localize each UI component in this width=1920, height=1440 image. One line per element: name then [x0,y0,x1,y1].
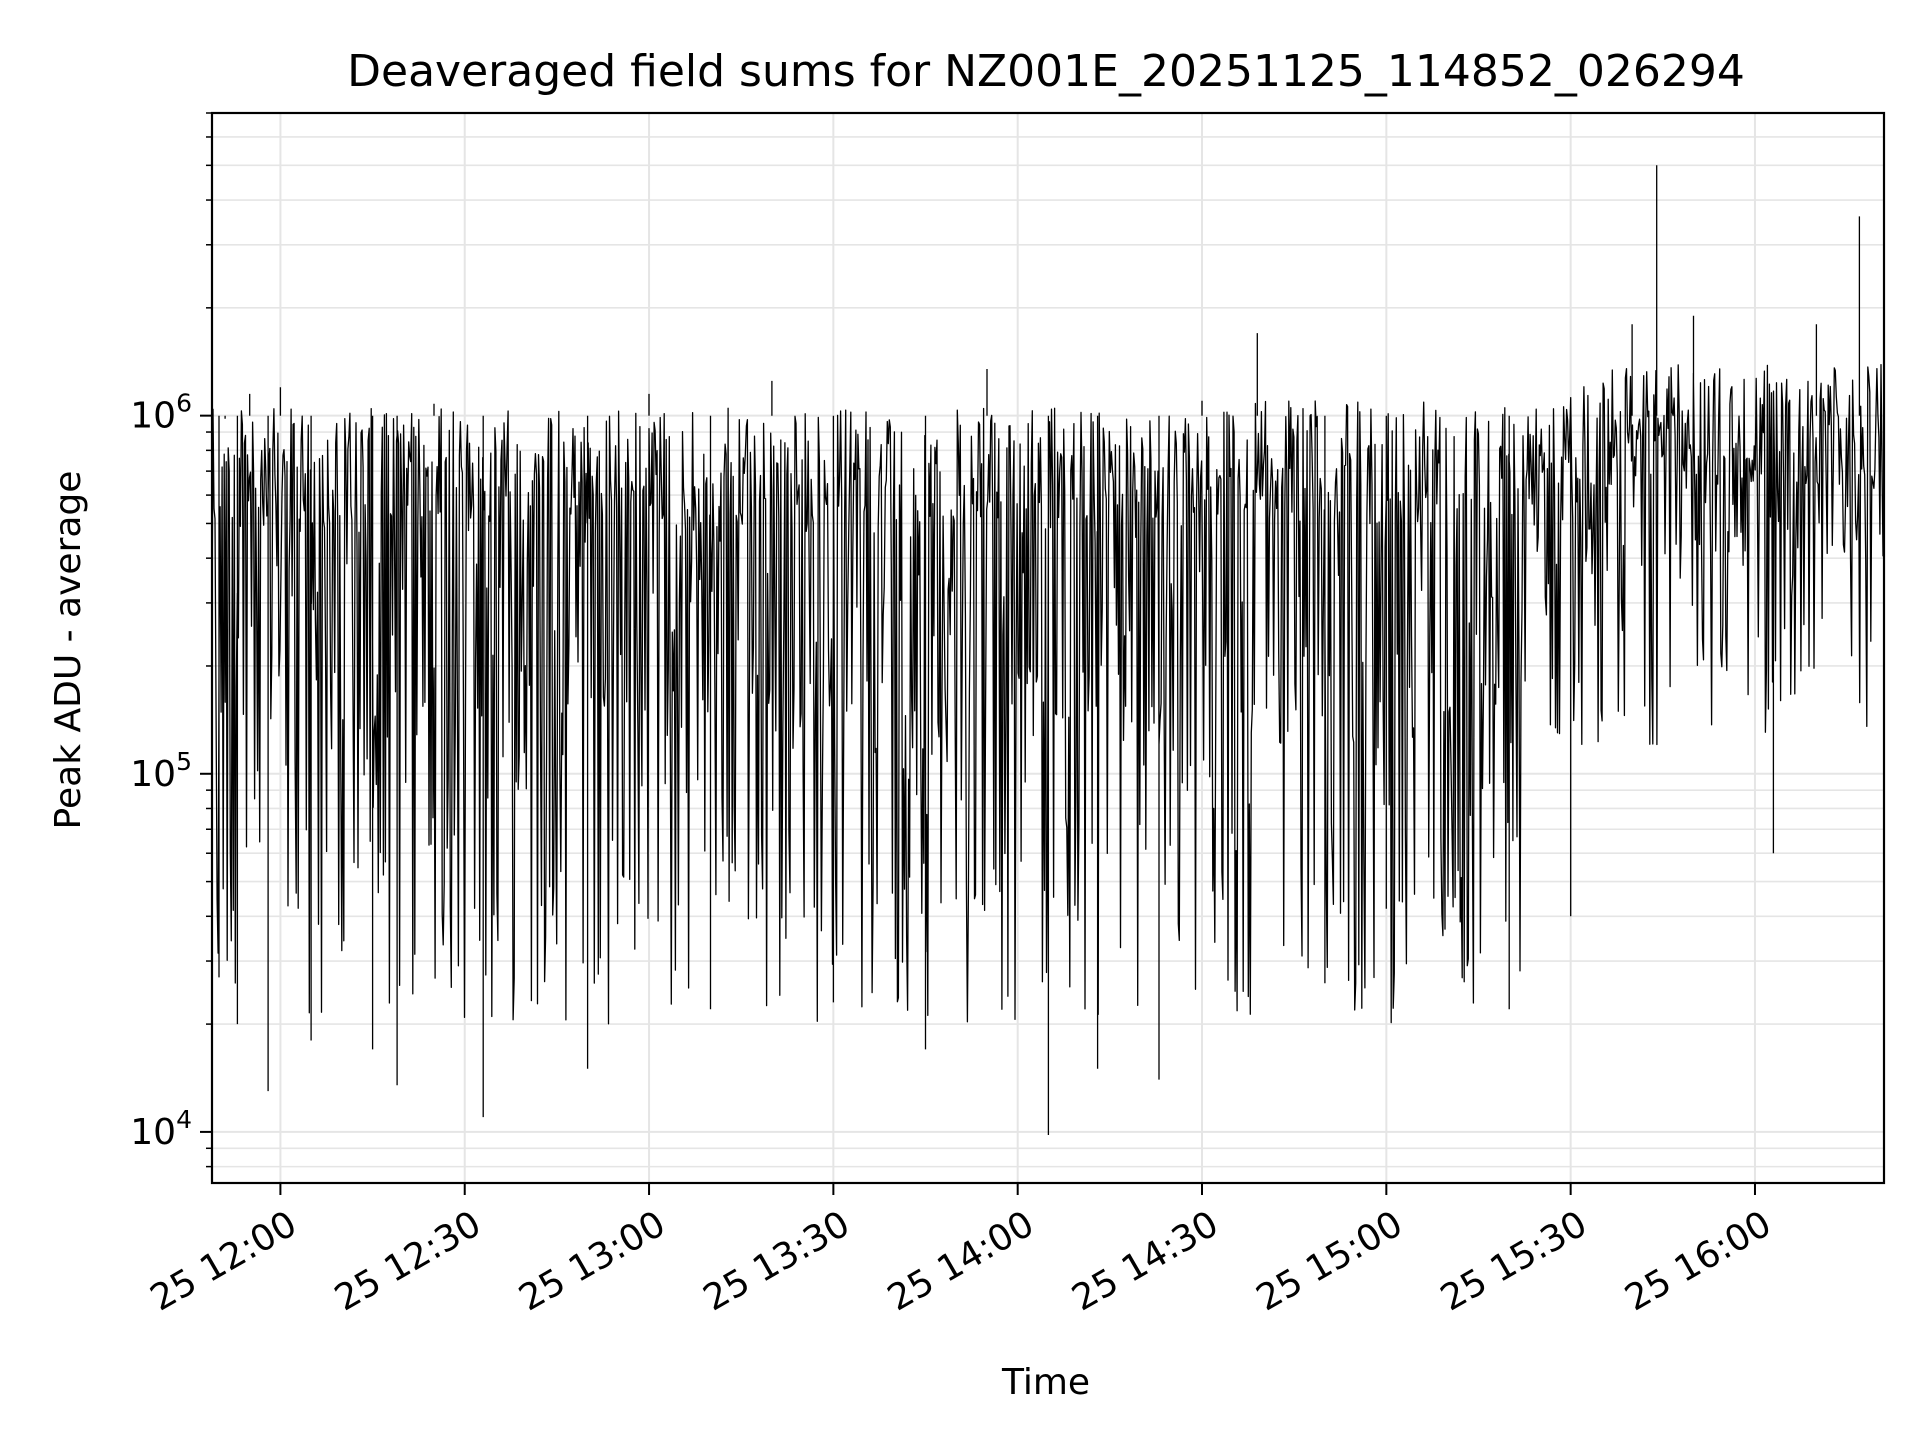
series-line-path [211,165,1885,1135]
x-axis-label: Time [1001,1362,1090,1403]
y-tick-label: 104 [130,1105,192,1153]
y-tick-label: 106 [130,389,192,437]
y-axis-label: Peak ADU - average [48,471,89,830]
y-tick-label: 105 [130,747,192,795]
series-line [211,165,1885,1135]
plot-frame [210,111,1886,1185]
y-axis: 104 105 106 [130,112,212,1168]
chart-title: Deaveraged field sums for NZ001E_2025112… [347,46,1745,97]
